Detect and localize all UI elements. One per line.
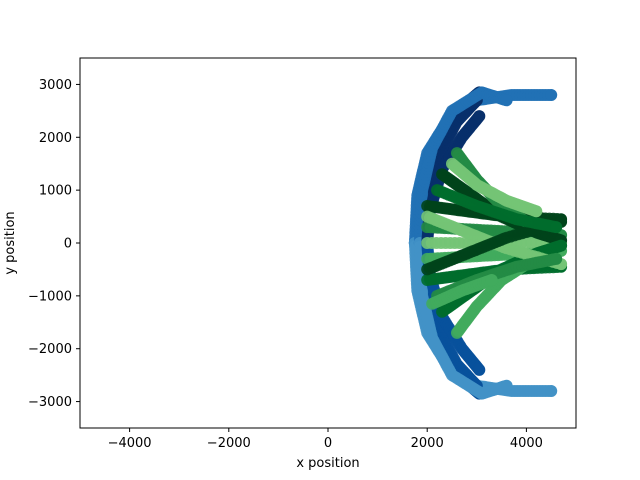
green-point bbox=[485, 274, 498, 286]
y-tick-label: −3000 bbox=[28, 395, 72, 410]
y-tick-label: 3000 bbox=[39, 78, 72, 93]
green-point bbox=[550, 252, 563, 265]
y-tick-label: 1000 bbox=[39, 184, 72, 199]
y-tick-label: −2000 bbox=[28, 342, 72, 357]
blue-point bbox=[500, 94, 513, 107]
green-point bbox=[555, 239, 568, 252]
x-axis-label: x position bbox=[296, 456, 359, 471]
blue-point bbox=[500, 379, 513, 392]
green-point bbox=[530, 205, 543, 218]
x-tick-label: 2000 bbox=[411, 436, 444, 451]
x-tick-label: 4000 bbox=[510, 436, 543, 451]
y-tick-label: 0 bbox=[64, 237, 72, 252]
x-tick-label: −4000 bbox=[108, 436, 152, 451]
blue-point bbox=[473, 110, 486, 123]
x-tick-label: −2000 bbox=[207, 436, 251, 451]
data-points bbox=[408, 86, 568, 400]
x-axis-ticks: −4000 −2000 0 2000 4000 bbox=[108, 428, 543, 451]
blue-point bbox=[545, 385, 558, 397]
y-axis-ticks: −3000 −2000 −1000 0 1000 2000 3000 bbox=[28, 78, 80, 410]
y-axis-label: y position bbox=[3, 211, 18, 274]
blue-point bbox=[473, 363, 486, 376]
x-tick-label: 0 bbox=[324, 436, 332, 451]
blue-point bbox=[545, 89, 558, 101]
y-tick-label: −1000 bbox=[28, 289, 72, 304]
green-point bbox=[550, 221, 563, 234]
y-tick-label: 2000 bbox=[39, 131, 72, 146]
